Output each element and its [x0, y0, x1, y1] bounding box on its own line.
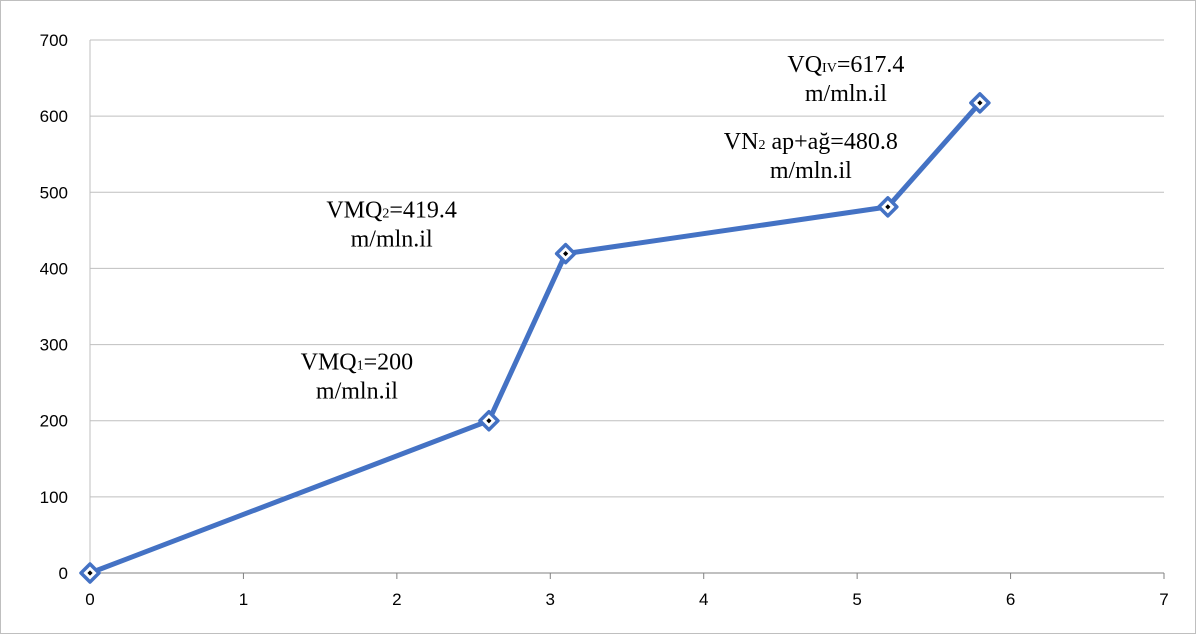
annotation-1-prefix: VMQ [326, 198, 382, 224]
annotation-2-subscript: 2 [758, 138, 765, 153]
y-tick-label-600: 600 [40, 107, 68, 126]
x-tick-label-7: 7 [1159, 590, 1168, 609]
x-tick-label-6: 6 [1006, 590, 1015, 609]
annotation-3-subscript: IV [822, 61, 837, 76]
y-tick-label-0: 0 [59, 564, 68, 583]
annotation-0-value: =200 [364, 350, 414, 376]
x-tick-label-4: 4 [699, 590, 708, 609]
annotation-2-line1: VN2 ap+ağ=480.8 [724, 129, 898, 155]
y-tick-label-100: 100 [40, 488, 68, 507]
annotation-1-value: =419.4 [389, 198, 457, 224]
annotation-2-value: ap+ağ=480.8 [765, 129, 897, 155]
y-tick-label-500: 500 [40, 183, 68, 202]
y-tick-label-700: 700 [40, 31, 68, 50]
annotation-2-prefix: VN [724, 129, 759, 155]
annotation-1-line2: m/mln.il [351, 227, 433, 253]
data-point-center-4 [977, 100, 983, 106]
data-point-center-0 [87, 570, 93, 576]
annotation-2-line2: m/mln.il [770, 158, 852, 184]
y-tick-label-400: 400 [40, 259, 68, 278]
data-point-center-2 [563, 251, 569, 257]
x-tick-label-1: 1 [239, 590, 248, 609]
annotation-3-value: =617.4 [837, 52, 905, 78]
x-tick-label-5: 5 [852, 590, 861, 609]
annotation-0-line1: VMQ1=200 [301, 350, 414, 376]
annotation-0-line2: m/mln.il [316, 379, 398, 405]
annotation-0-prefix: VMQ [301, 350, 357, 376]
x-tick-label-2: 2 [392, 590, 401, 609]
y-tick-label-300: 300 [40, 336, 68, 355]
y-tick-label-200: 200 [40, 412, 68, 431]
annotation-3-line2: m/mln.il [805, 81, 887, 107]
data-point-center-1 [486, 418, 492, 424]
annotation-3-prefix: VQ [787, 52, 822, 78]
annotation-3-line1: VQIV=617.4 [787, 52, 904, 78]
x-tick-label-0: 0 [85, 590, 94, 609]
data-point-center-3 [885, 204, 891, 210]
x-tick-label-3: 3 [546, 590, 555, 609]
annotation-0-subscript: 1 [357, 359, 364, 374]
annotation-1-subscript: 2 [382, 207, 389, 222]
annotation-1-line1: VMQ2=419.4 [326, 198, 457, 224]
